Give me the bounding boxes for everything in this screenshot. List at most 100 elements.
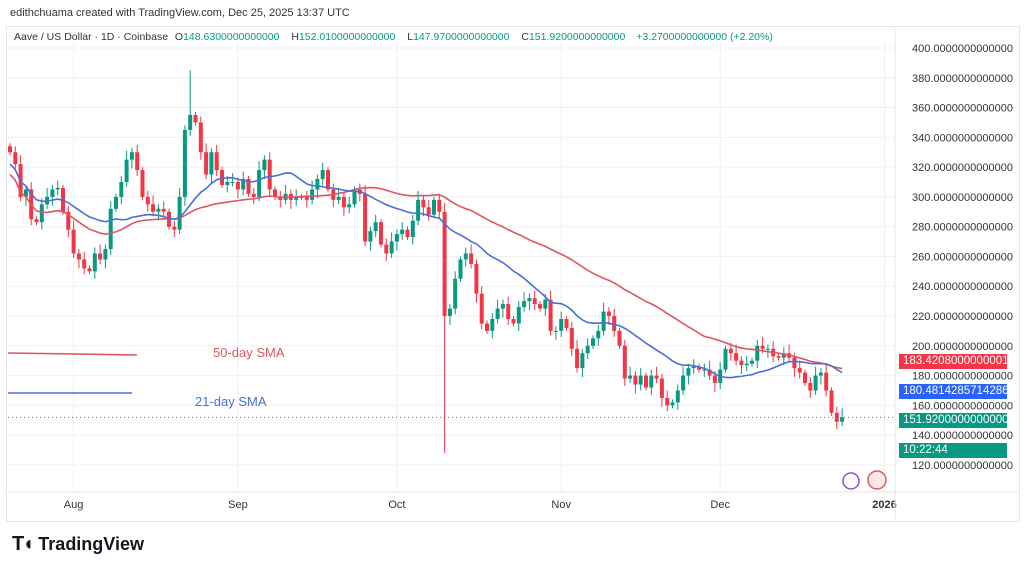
bar-countdown: 10:22:44 <box>899 443 1007 458</box>
candle-body <box>803 372 807 384</box>
candle-body <box>829 390 834 413</box>
candle-body <box>691 366 696 369</box>
candle-body <box>564 318 569 328</box>
candle-body <box>792 357 797 369</box>
candle-body <box>82 259 87 269</box>
candle-body <box>744 363 749 366</box>
last-price-badge: 151.9200000000000 <box>899 413 1009 428</box>
lightning-icon <box>842 472 860 490</box>
candle-body <box>702 369 707 371</box>
candle-body <box>103 249 108 260</box>
candle-body <box>580 353 585 369</box>
candle-body <box>257 170 262 197</box>
candle-body <box>98 253 103 260</box>
candle-body <box>765 348 770 350</box>
candle-body <box>23 189 28 197</box>
candle-body <box>124 159 129 183</box>
candle-body <box>575 348 580 369</box>
candle-body <box>511 318 516 324</box>
candle-body <box>13 152 18 165</box>
y-tick-label: 220.0000000000000 <box>912 311 1013 323</box>
candle-body <box>686 368 691 376</box>
candle-body <box>129 152 134 160</box>
candle-body <box>675 390 680 403</box>
sma50-line <box>9 174 843 370</box>
candle-body <box>87 268 92 272</box>
candle-body <box>341 196 346 208</box>
candle-body <box>214 152 219 171</box>
y-tick-label: 120.0000000000000 <box>912 460 1013 472</box>
candle-body <box>363 193 368 242</box>
x-tick-label: Nov <box>551 499 571 511</box>
candle-body <box>267 159 272 190</box>
low-value: 147.9700000000000 <box>413 31 510 43</box>
candle-body <box>437 199 442 212</box>
candle-body <box>591 338 595 346</box>
us-flag-icon <box>867 470 887 490</box>
symbol-label[interactable]: Aave / US Dollar · 1D · Coinbase <box>14 31 169 43</box>
candle-body <box>659 378 664 398</box>
change-value: +3.2700000000000 (+2.20%) <box>636 31 773 43</box>
candle-body <box>776 356 781 358</box>
candle-body <box>50 189 55 197</box>
y-tick-label: 280.0000000000000 <box>912 222 1013 234</box>
y-tick-label: 160.0000000000000 <box>912 400 1013 412</box>
candle-body <box>490 318 495 331</box>
candle-body <box>66 211 71 230</box>
low-label: L <box>407 31 414 43</box>
candle-body <box>251 193 256 197</box>
y-tick-label: 140.0000000000000 <box>912 430 1013 442</box>
candle-body <box>235 182 240 190</box>
candle-body <box>204 152 209 175</box>
candle-body <box>543 299 548 309</box>
sma50-annotation: 50-day SMA <box>213 345 285 360</box>
candle-body <box>193 115 198 123</box>
candle-body <box>781 353 786 358</box>
candle-body <box>246 179 251 194</box>
candle-body <box>421 199 426 208</box>
candle-body <box>644 375 648 388</box>
y-tick-label: 360.0000000000000 <box>912 103 1013 115</box>
sma21-line <box>9 163 843 379</box>
candle-body <box>220 170 224 185</box>
candle-body <box>458 259 463 279</box>
sma21-annotation: 21-day SMA <box>195 394 267 409</box>
candle-body <box>474 263 479 294</box>
candle-body <box>617 330 622 346</box>
candle-body <box>347 204 352 208</box>
candle-body <box>638 375 643 385</box>
candle-body <box>71 229 76 254</box>
candle-body <box>389 241 394 254</box>
candle-body <box>161 208 166 212</box>
y-tick-label: 200.0000000000000 <box>912 341 1013 353</box>
candle-body <box>840 417 845 422</box>
candle-body <box>649 375 654 388</box>
close-value: 151.9200000000000 <box>528 31 626 43</box>
candle-body <box>585 345 590 354</box>
candle-body <box>151 204 156 212</box>
candle-body <box>373 222 378 232</box>
high-value: 152.0100000000000 <box>298 31 396 43</box>
candle-body <box>553 330 558 332</box>
candle-body <box>485 323 489 331</box>
candle-body <box>813 375 818 391</box>
open-value: 148.6300000000000 <box>183 31 280 43</box>
candle-body <box>532 298 537 305</box>
candle-body <box>755 345 760 361</box>
candle-body <box>76 253 81 260</box>
candle-body <box>320 170 325 180</box>
candle-body <box>522 301 527 308</box>
candle-body <box>384 244 389 254</box>
x-tick-label: Sep <box>228 499 248 511</box>
y-tick-label: 400.0000000000000 <box>912 43 1013 55</box>
logo-text: TradingView <box>38 534 144 554</box>
candle-body <box>145 196 150 205</box>
candle-body <box>559 318 564 331</box>
candle-body <box>538 304 542 309</box>
y-tick-label: 180.0000000000000 <box>912 371 1013 383</box>
ohlc-legend: Aave / US Dollar · 1D · Coinbase O148.63… <box>14 31 781 43</box>
candle-body <box>453 278 458 309</box>
sma50-price-badge: 183.4208000000001 <box>899 354 1009 369</box>
candle-body <box>294 196 299 200</box>
